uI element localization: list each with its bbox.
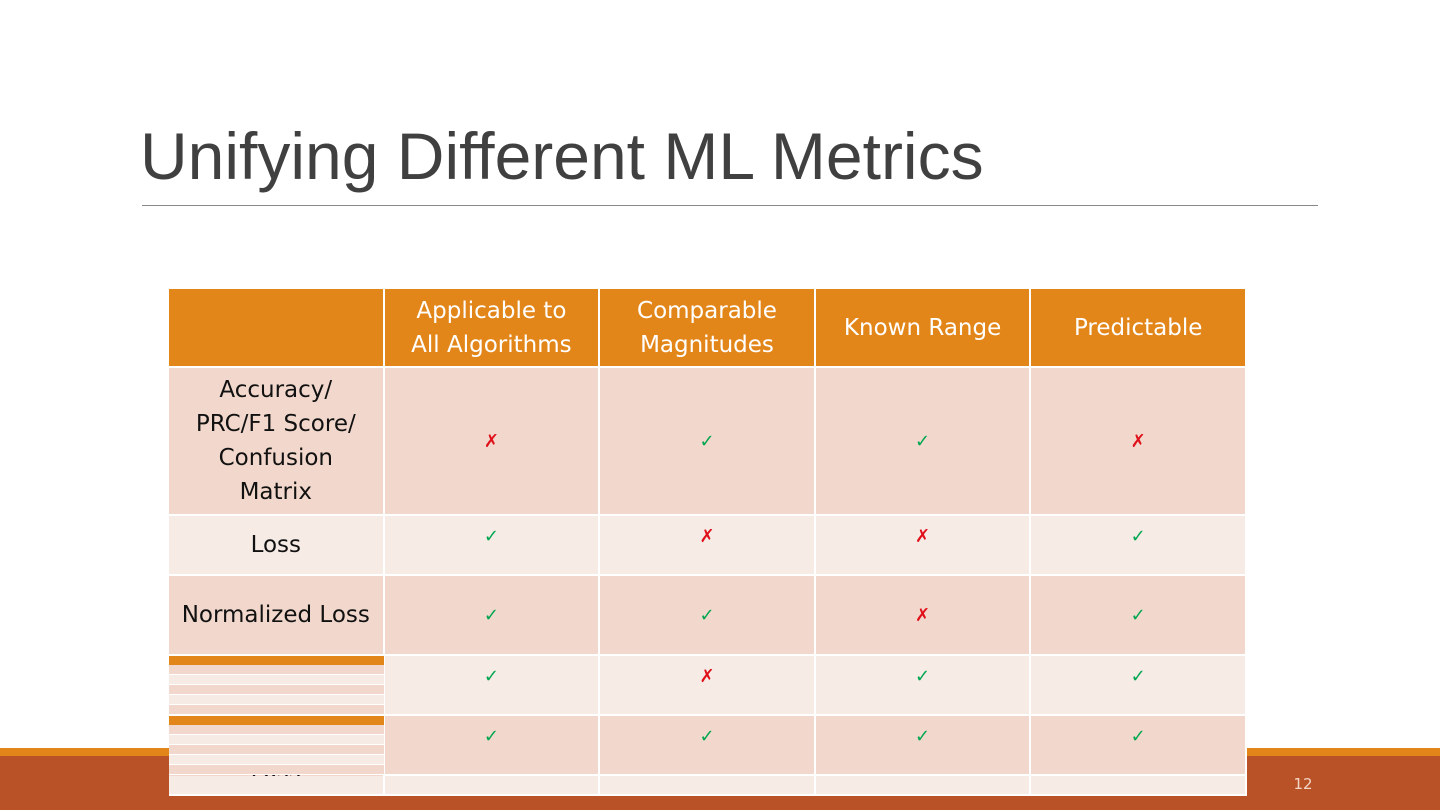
header-cell <box>169 289 385 368</box>
header-cell: Applicable to All Algorithms <box>384 289 601 368</box>
check-mark: ✓ <box>815 716 1032 776</box>
check-mark: ✗ <box>1031 368 1247 516</box>
thumbnail-table <box>169 716 384 775</box>
header-cell: Predictable <box>1031 289 1247 368</box>
check-mark: ✓ <box>815 368 1032 516</box>
empty-cell <box>815 776 1032 796</box>
header-cell: Comparable Magnitudes <box>600 289 816 368</box>
check-mark: ✓ <box>1031 516 1247 576</box>
slide-title: Unifying Different ML Metrics <box>140 119 984 193</box>
check-mark: ✗ <box>815 576 1032 656</box>
empty-cell <box>169 776 385 796</box>
check-mark: ✓ <box>384 716 601 776</box>
check-mark: ✓ <box>384 576 601 656</box>
empty-cell <box>600 776 816 796</box>
check-mark: ✓ <box>1031 716 1247 776</box>
check-mark: ✓ <box>1031 656 1247 716</box>
check-mark: ✓ <box>384 516 601 576</box>
check-mark: ✓ <box>600 576 816 656</box>
thumbnail-table <box>169 656 384 715</box>
check-mark: ✓ <box>384 656 601 716</box>
check-mark: ✓ <box>1031 576 1247 656</box>
check-mark: ✓ <box>600 716 816 776</box>
row-label: Normalized Loss <box>169 576 385 656</box>
empty-cell <box>1031 776 1247 796</box>
check-mark: ✗ <box>600 516 816 576</box>
check-mark: ✗ <box>815 516 1032 576</box>
header-cell: Known Range <box>815 289 1032 368</box>
check-mark: ✓ <box>600 368 816 516</box>
check-mark: ✗ <box>384 368 601 516</box>
row-label: Loss <box>169 516 385 576</box>
title-rule <box>142 205 1318 206</box>
row-label: Accuracy/ PRC/F1 Score/ Confusion Matrix <box>169 368 385 516</box>
check-mark: ✓ <box>815 656 1032 716</box>
check-mark: ✗ <box>600 656 816 716</box>
empty-cell <box>384 776 601 796</box>
page-number: 12 <box>1293 775 1313 793</box>
